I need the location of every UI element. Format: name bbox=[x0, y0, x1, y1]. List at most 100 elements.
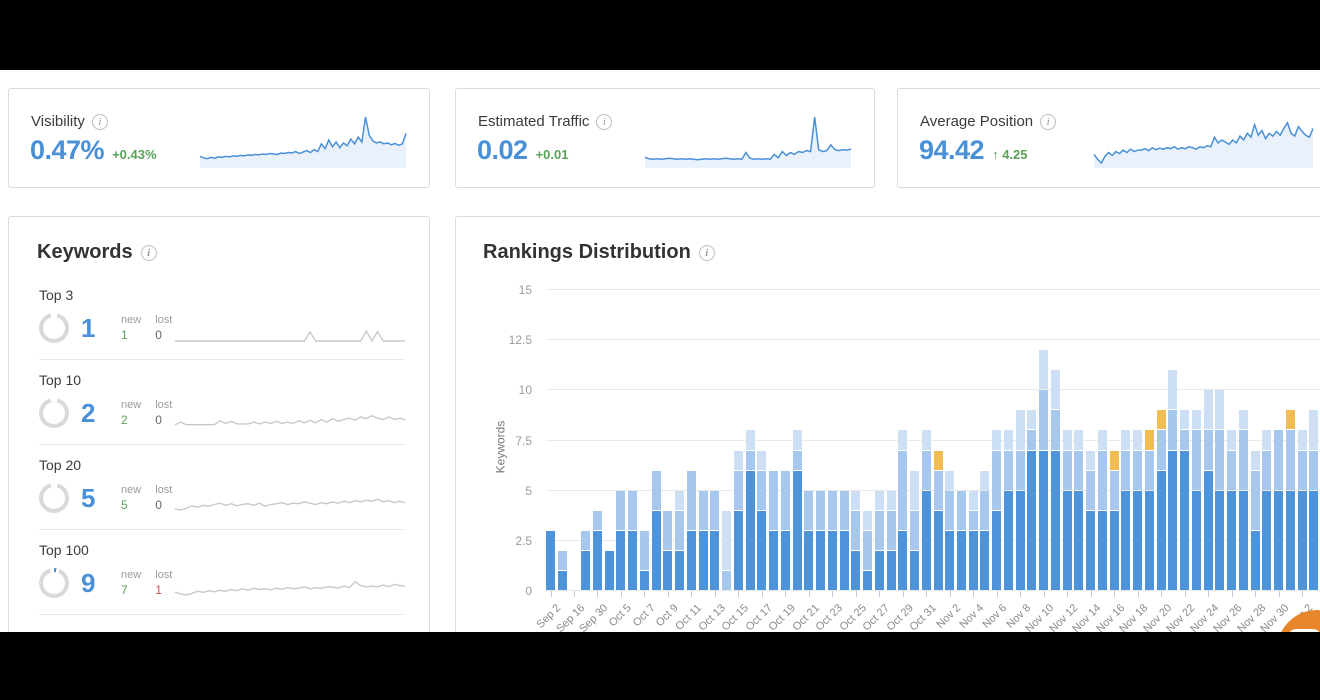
rankings-bar[interactable] bbox=[898, 430, 908, 590]
rankings-bar[interactable] bbox=[592, 510, 602, 590]
new-col: new 1 bbox=[121, 313, 141, 343]
info-icon[interactable]: i bbox=[140, 244, 157, 261]
rankings-bar[interactable] bbox=[933, 450, 943, 590]
x-axis-tick bbox=[1161, 591, 1163, 597]
rank-segment-dark bbox=[1109, 510, 1119, 590]
rank-segment-light bbox=[745, 430, 755, 450]
rank-segment-mid bbox=[1039, 390, 1049, 450]
rankings-bar[interactable] bbox=[992, 430, 1002, 590]
visibility-delta: +0.43% bbox=[112, 147, 157, 162]
rankings-bar[interactable] bbox=[863, 510, 873, 590]
rankings-bar[interactable] bbox=[686, 470, 696, 590]
rankings-bar[interactable] bbox=[1285, 410, 1295, 590]
rankings-bar[interactable] bbox=[628, 490, 638, 590]
rankings-bar[interactable] bbox=[839, 490, 849, 590]
info-icon[interactable]: i bbox=[1040, 113, 1057, 130]
new-col: new 5 bbox=[121, 483, 141, 513]
rankings-bar[interactable] bbox=[1086, 450, 1096, 590]
keyword-sparkline bbox=[175, 414, 405, 426]
info-icon[interactable]: i bbox=[698, 244, 715, 261]
rankings-bar[interactable] bbox=[581, 530, 591, 590]
rankings-bar[interactable] bbox=[710, 490, 720, 590]
rank-segment-light bbox=[792, 430, 802, 450]
rankings-bar[interactable] bbox=[1015, 410, 1025, 590]
rankings-bar[interactable] bbox=[1238, 410, 1248, 590]
rankings-bar[interactable] bbox=[1074, 430, 1084, 590]
keyword-row-top-10[interactable]: Top 10 2 new 2 lost 0 bbox=[39, 360, 405, 445]
rankings-bar[interactable] bbox=[675, 490, 685, 590]
rankings-bar[interactable] bbox=[874, 490, 884, 590]
rank-segment-light bbox=[757, 450, 767, 470]
rankings-bar[interactable] bbox=[722, 510, 732, 590]
rankings-bar[interactable] bbox=[792, 430, 802, 590]
rankings-bar[interactable] bbox=[921, 430, 931, 590]
rankings-bar[interactable] bbox=[1156, 410, 1166, 590]
rankings-bar[interactable] bbox=[1109, 450, 1119, 590]
rankings-bar[interactable] bbox=[956, 490, 966, 590]
rankings-bar[interactable] bbox=[639, 530, 649, 590]
rankings-bar[interactable] bbox=[698, 490, 708, 590]
rankings-bar[interactable] bbox=[1203, 390, 1213, 590]
rank-segment-mid bbox=[1262, 450, 1272, 490]
keyword-row-top-20[interactable]: Top 20 5 new 5 lost 0 bbox=[39, 445, 405, 530]
rankings-bar[interactable] bbox=[945, 470, 955, 590]
rankings-bar[interactable] bbox=[804, 490, 814, 590]
keyword-sparkline bbox=[175, 329, 405, 343]
rankings-bar[interactable] bbox=[1050, 370, 1060, 590]
rankings-bar[interactable] bbox=[651, 470, 661, 590]
rank-segment-dark bbox=[1250, 530, 1260, 590]
rank-segment-light bbox=[1121, 430, 1131, 450]
rankings-bar[interactable] bbox=[663, 510, 673, 590]
rankings-bar[interactable] bbox=[1003, 430, 1013, 590]
keyword-row-label: Top 3 bbox=[39, 287, 74, 303]
rankings-bar[interactable] bbox=[910, 470, 919, 590]
rankings-bar[interactable] bbox=[557, 550, 567, 590]
rankings-bar[interactable] bbox=[733, 450, 743, 590]
info-icon[interactable]: i bbox=[596, 113, 613, 130]
new-count: 5 bbox=[121, 498, 128, 512]
rankings-bar[interactable] bbox=[1191, 410, 1201, 590]
keyword-row-top-3[interactable]: Top 3 1 new 1 lost 0 bbox=[39, 275, 405, 360]
keyword-row-top-100[interactable]: Top 100 9 new 7 lost 1 bbox=[39, 530, 405, 615]
x-axis-tick bbox=[550, 591, 552, 597]
rankings-bar[interactable] bbox=[1297, 430, 1307, 590]
rank-segment-mid bbox=[827, 490, 837, 530]
rankings-bar[interactable] bbox=[1215, 390, 1225, 590]
rankings-bar[interactable] bbox=[1121, 430, 1131, 590]
rankings-bar[interactable] bbox=[886, 490, 896, 590]
rankings-bar[interactable] bbox=[851, 490, 861, 590]
rankings-bar[interactable] bbox=[1039, 350, 1049, 590]
rank-segment-dark bbox=[1039, 450, 1049, 590]
rankings-bar[interactable] bbox=[816, 490, 826, 590]
info-icon[interactable]: i bbox=[91, 113, 108, 130]
rank-segment-light bbox=[1262, 430, 1272, 450]
rankings-bar[interactable] bbox=[780, 470, 790, 590]
rankings-bar[interactable] bbox=[1062, 430, 1072, 590]
rankings-bar[interactable] bbox=[546, 530, 555, 590]
rankings-bar[interactable] bbox=[1274, 430, 1284, 590]
rankings-bar[interactable] bbox=[1097, 430, 1107, 590]
rankings-bar[interactable] bbox=[1144, 430, 1154, 590]
rankings-bar[interactable] bbox=[745, 430, 755, 590]
rankings-bar[interactable] bbox=[1262, 430, 1272, 590]
rankings-bar[interactable] bbox=[757, 450, 767, 590]
y-axis-tick-label: 12.5 bbox=[508, 333, 532, 348]
rankings-bar[interactable] bbox=[604, 550, 614, 590]
rankings-bar[interactable] bbox=[1133, 430, 1143, 590]
rankings-bar[interactable] bbox=[616, 490, 626, 590]
rankings-bar[interactable] bbox=[980, 470, 990, 590]
rankings-bar[interactable] bbox=[968, 490, 978, 590]
rankings-bar[interactable] bbox=[1250, 450, 1260, 590]
rankings-title-row: Rankings Distribution i bbox=[483, 241, 715, 264]
rankings-bar[interactable] bbox=[769, 470, 779, 590]
progress-ring-icon bbox=[39, 313, 69, 343]
rankings-bar[interactable] bbox=[827, 490, 837, 590]
rankings-bar[interactable] bbox=[1309, 410, 1319, 590]
rankings-bar[interactable] bbox=[1227, 430, 1237, 590]
rankings-bar[interactable] bbox=[1180, 410, 1190, 590]
gridline: 12.5 bbox=[509, 333, 1320, 347]
rank-segment-mid bbox=[804, 490, 814, 530]
rankings-bar[interactable] bbox=[1168, 370, 1178, 590]
rank-segment-mid bbox=[1121, 450, 1131, 490]
rankings-bar[interactable] bbox=[1027, 410, 1037, 590]
